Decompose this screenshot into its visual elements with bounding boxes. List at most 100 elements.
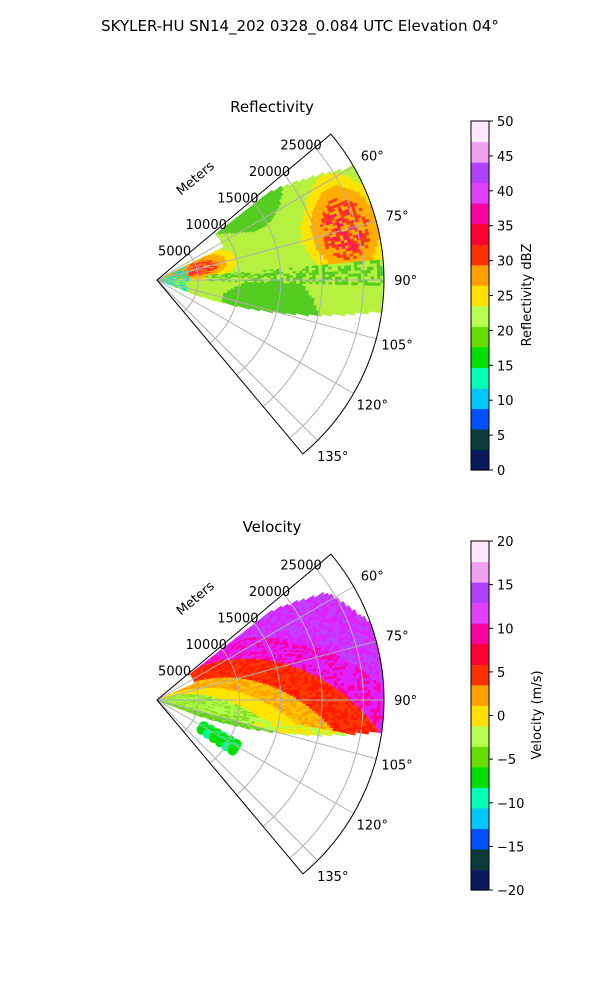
reflectivity-field-cell: [328, 271, 333, 276]
reflectivity-field-cell: [357, 270, 362, 275]
reflectivity-field-cell: [341, 268, 346, 272]
reflectivity-field-cell: [373, 292, 378, 297]
reflectivity-field-cell: [344, 276, 349, 281]
reflectivity-range-label: Meters: [174, 159, 218, 199]
reflectivity-field-cell: [296, 277, 300, 281]
reflectivity-field-cell: [367, 266, 372, 271]
reflectivity-field-cell: [373, 288, 378, 294]
reflectivity-field-cell: [309, 277, 314, 281]
reflectivity-field-cell: [291, 311, 297, 316]
reflectivity-field-cell: [373, 269, 378, 274]
reflectivity-field-cell: [367, 288, 372, 293]
velocity-panel: Velocity 500010000150002000025000Meters6…: [156, 518, 417, 885]
reflectivity-field-cell: [325, 282, 330, 286]
reflectivity-range-tick-label: 15000: [217, 191, 258, 206]
reflectivity-field-cell: [347, 267, 352, 272]
reflectivity-field-cell: [364, 276, 369, 280]
reflectivity-field-cell: [376, 259, 381, 264]
reflectivity-field-cell: [367, 276, 372, 280]
reflectivity-field-cell: [363, 263, 368, 268]
reflectivity-field-cell: [328, 312, 333, 317]
reflectivity-field-cell: [325, 277, 330, 281]
reflectivity-field-cell: [370, 266, 375, 271]
reflectivity-field-cell: [370, 282, 375, 287]
reflectivity-field-cell: [347, 270, 352, 275]
reflectivity-field-cell: [367, 273, 372, 277]
reflectivity-field-cell: [357, 288, 362, 293]
reflectivity-field-cell: [354, 273, 359, 278]
reflectivity-field-cell: [364, 282, 369, 287]
reflectivity-field: [157, 164, 384, 318]
reflectivity-field-cell: [366, 260, 371, 265]
reflectivity-azimuth-tick-label: 90°: [394, 274, 417, 289]
reflectivity-field-cell: [351, 273, 356, 278]
reflectivity-field-cell: [377, 282, 381, 287]
reflectivity-field-cell: [321, 269, 326, 273]
reflectivity-field-cell: [331, 282, 336, 286]
figure-title: SKYLER-HU SN14_202 0328_0.084 UTC Elevat…: [101, 17, 499, 36]
reflectivity-range-tick-label: 20000: [249, 165, 290, 180]
reflectivity-field-cell: [363, 288, 368, 293]
reflectivity-field-cell: [299, 275, 304, 278]
reflectivity-field-cell: [341, 273, 346, 278]
reflectivity-range-tick-label: 5000: [158, 245, 191, 260]
reflectivity-field-cell: [347, 285, 352, 289]
reflectivity-title: Reflectivity: [230, 98, 314, 116]
reflectivity-field-cell: [376, 285, 382, 290]
reflectivity-azimuth-tick-label: 105°: [381, 338, 412, 353]
reflectivity-field-cell: [357, 282, 362, 287]
reflectivity-field-cell: [377, 276, 382, 280]
reflectivity-field-cell: [351, 282, 356, 286]
reflectivity-field-cell: [354, 282, 359, 287]
reflectivity-field-cell: [367, 285, 372, 290]
reflectivity-field-cell: [305, 274, 310, 278]
reflectivity-field-cell: [377, 272, 381, 277]
reflectivity-field-cell: [341, 276, 346, 281]
reflectivity-field-cell: [373, 276, 378, 280]
reflectivity-field-cell: [370, 285, 375, 290]
reflectivity-field-cell: [292, 275, 297, 279]
reflectivity-field-cell: [325, 274, 330, 278]
reflectivity-field-cell: [328, 281, 333, 286]
reflectivity-azimuth-tick-label: 75°: [386, 210, 409, 225]
reflectivity-field-cell: [337, 287, 343, 291]
reflectivity-field-cell: [341, 271, 346, 275]
reflectivity-field-cell: [348, 276, 352, 281]
reflectivity-field-cell: [370, 272, 375, 277]
reflectivity-field-cell: [341, 282, 346, 286]
reflectivity-field-cell: [357, 267, 362, 272]
reflectivity-field-cell: [354, 285, 359, 289]
reflectivity-field-cell: [354, 267, 359, 272]
reflectivity-field-cell: [331, 271, 336, 275]
reflectivity-field-cell: [373, 285, 378, 290]
reflectivity-field-cell: [304, 312, 310, 317]
reflectivity-range-tick-label: 25000: [280, 138, 321, 153]
reflectivity-field-cell: [357, 276, 362, 280]
reflectivity-field-cell: [334, 271, 339, 275]
reflectivity-azimuth-tick-label: 120°: [357, 398, 388, 413]
reflectivity-field-cell: [376, 269, 382, 274]
reflectivity-field-cell: [334, 268, 339, 273]
reflectivity-field-cell: [364, 273, 369, 278]
reflectivity-field-cell: [363, 270, 369, 274]
reflectivity-field-cell: [312, 274, 317, 278]
reflectivity-field-cell: [370, 288, 375, 293]
reflectivity-field-cell: [338, 273, 343, 278]
reflectivity-field-cell: [344, 273, 349, 278]
reflectivity-field-cell: [367, 282, 372, 287]
reflectivity-field-cell: [353, 261, 358, 266]
reflectivity-field-cell: [370, 291, 375, 297]
reflectivity-field-cell: [338, 271, 343, 275]
reflectivity-field-cell: [322, 276, 326, 281]
reflectivity-field-cell: [338, 284, 343, 289]
reflectivity-field-cell: [366, 263, 371, 268]
velocity-title: Velocity: [243, 518, 302, 536]
reflectivity-field-cell: [321, 281, 326, 286]
reflectivity-field-cell: [363, 291, 368, 296]
reflectivity-field-cell: [357, 264, 362, 269]
reflectivity-field-cell: [354, 276, 359, 281]
reflectivity-field-cell: [334, 276, 339, 281]
reflectivity-field-cell: [367, 269, 372, 274]
reflectivity-field-cell: [370, 276, 375, 280]
reflectivity-field-cell: [331, 274, 336, 278]
